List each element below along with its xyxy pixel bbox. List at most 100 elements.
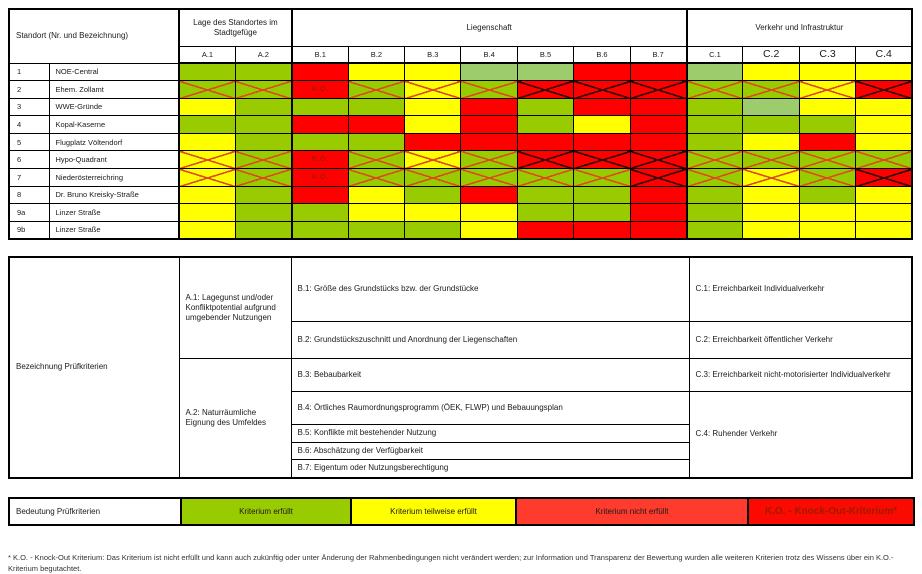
column-header: B.4 [460, 45, 518, 64]
rating-cell [629, 185, 688, 205]
criterion-a2: A.2: Naturräumliche Eignung des Umfeldes [178, 358, 292, 479]
row-number: 8 [8, 185, 50, 205]
rating-cell [460, 62, 518, 82]
table-row: 9b Linzer Straße [8, 220, 913, 240]
row-name: Linzer Straße [48, 203, 180, 222]
rating-cell [290, 220, 349, 240]
row-name: Linzer Straße [48, 220, 180, 240]
rating-cell [573, 80, 631, 99]
table-row: 4 Kopal-Kaserne [8, 115, 913, 134]
rating-cell [178, 220, 236, 240]
rating-cell [742, 220, 800, 240]
rating-cell [742, 168, 800, 187]
row-number: 1 [8, 62, 50, 82]
criterion-c4: C.4: Ruhender Verkehr [688, 391, 913, 479]
column-header: C.2 [742, 45, 800, 64]
rating-cell [404, 150, 462, 170]
rating-cell [573, 97, 631, 117]
rating-cell [573, 132, 631, 152]
rating-cell [234, 150, 293, 170]
row-number: 5 [8, 132, 50, 152]
rating-cell [685, 220, 744, 240]
rating-cell [855, 132, 913, 152]
rating-cell [516, 185, 575, 205]
table-row: 7 Niederösterreichring K.O. [8, 168, 913, 187]
rating-cell [855, 185, 913, 205]
row-name: Hypo-Quadrant [48, 150, 180, 170]
rating-cell [742, 62, 800, 82]
rating-cell [685, 168, 744, 187]
rating-cell [460, 132, 518, 152]
rating-cell [460, 185, 518, 205]
column-header: C.1 [685, 45, 744, 64]
rating-cell [516, 62, 575, 82]
column-group-header: Liegenschaft [290, 8, 688, 47]
rating-cell [855, 62, 913, 82]
rating-cell [234, 62, 293, 82]
rating-cell [347, 185, 406, 205]
rating-cell [516, 168, 575, 187]
ko-cell: K.O. [290, 80, 349, 99]
rating-cell [798, 80, 857, 99]
rating-cell [234, 80, 293, 99]
rating-cell [685, 97, 744, 117]
rating-cell [855, 97, 913, 117]
rating-cell [290, 132, 349, 152]
rating-cell [290, 62, 349, 82]
footnote: * K.O. - Knock-Out Kriterium: Das Kriter… [8, 552, 894, 573]
row-number: 9a [8, 203, 50, 222]
rating-cell [742, 185, 800, 205]
rating-cell [290, 203, 349, 222]
column-header: B.3 [404, 45, 462, 64]
rating-cell [234, 97, 293, 117]
rating-cell [290, 97, 349, 117]
rating-cell [855, 168, 913, 187]
rating-cell [629, 203, 688, 222]
rating-cell [798, 132, 857, 152]
rating-cell [798, 62, 857, 82]
criterion-c2: C.2: Erreichbarkeit öffentlicher Verkehr [688, 321, 913, 360]
rating-cell [855, 115, 913, 134]
code-header-row: A.1 A.2 B.1 B.2 B.3 B.4 B.5 B.6 B.7 C.1 C.2 C.3 C.4 [9, 45, 913, 64]
rating-cell [573, 168, 631, 187]
criterion-b5: B.5: Konflikte mit bestehender Nutzung [290, 424, 690, 443]
rating-cell [855, 150, 913, 170]
rating-cell [234, 220, 293, 240]
rating-cell [742, 115, 800, 134]
rating-cell [516, 80, 575, 99]
rating-cell [685, 132, 744, 152]
rating-cell [460, 220, 518, 240]
rating-cell [347, 132, 406, 152]
legend-row: Bedeutung Prüfkriterien Kriterium erfüll… [8, 496, 915, 526]
column-header: B.6 [573, 45, 631, 64]
rating-cell [798, 150, 857, 170]
rating-cell [347, 97, 406, 117]
ko-cell: K.O. [290, 150, 349, 170]
legend-item: Kriterium teilweise erfüllt [350, 496, 517, 526]
rating-cell [347, 168, 406, 187]
rating-cell [404, 62, 462, 82]
rating-cell [404, 132, 462, 152]
rating-cell [742, 203, 800, 222]
row-name: Kopal-Kaserne [48, 115, 180, 134]
rating-cell [516, 115, 575, 134]
rating-cell [798, 185, 857, 205]
rating-cell [347, 115, 406, 134]
rating-cell [516, 220, 575, 240]
rating-cell [178, 168, 236, 187]
rating-cell [855, 203, 913, 222]
row-number: 3 [8, 97, 50, 117]
table-row: 2 Ehem. Zollamt K.O. [8, 80, 913, 99]
criterion-b4: B.4: Örtliches Raumordnungsprogramm (ÖEK… [290, 391, 690, 426]
criterion-c3: C.3: Erreichbarkeit nicht-motorisierter … [688, 358, 913, 393]
table-row: 6 Hypo-Quadrant K.O. [8, 150, 913, 170]
rating-cell [178, 132, 236, 152]
rating-cell [685, 62, 744, 82]
rating-cell [629, 150, 688, 170]
group-header-row: Standort (Nr. und Bezeichnung) Lage des … [8, 8, 913, 64]
row-name: Niederösterreichring [48, 168, 180, 187]
rating-cell [178, 185, 236, 205]
table-row: 8 Dr. Bruno Kreisky-Straße [8, 185, 913, 205]
rating-cell [516, 150, 575, 170]
rating-cell [178, 115, 236, 134]
